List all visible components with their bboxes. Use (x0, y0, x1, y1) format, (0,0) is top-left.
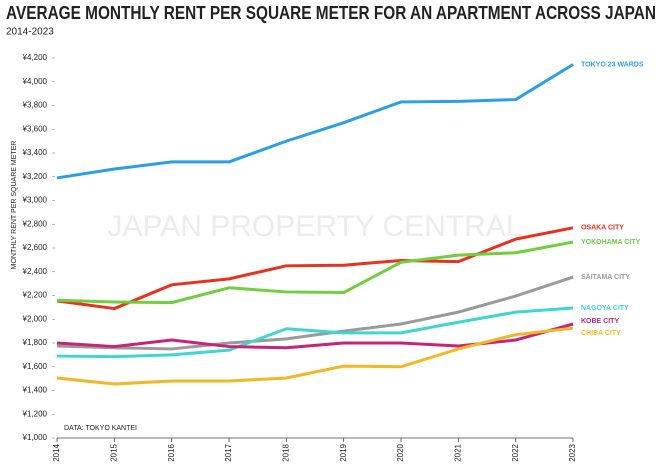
y-tick-label: ¥3,400 (22, 148, 48, 157)
x-tick-label: 2018 (281, 443, 290, 461)
y-tick-label: ¥1,600 (22, 362, 48, 371)
x-tick-label: 2016 (167, 443, 176, 461)
line-series (56, 306, 574, 359)
series-label: SAITAMA CITY (581, 274, 630, 281)
line-series (56, 63, 574, 180)
y-tick-label: ¥3,000 (22, 196, 48, 205)
y-tick-label: ¥1,200 (22, 409, 48, 418)
x-tick-label: 2019 (339, 443, 348, 461)
y-tick-label: ¥1,000 (22, 433, 48, 442)
line-series (56, 226, 574, 311)
y-tick-label: ¥3,600 (22, 124, 48, 133)
x-tick-label: 2014 (52, 443, 61, 461)
series-label: YOKOHAMA CITY (581, 239, 641, 246)
y-tick-label: ¥4,200 (22, 53, 48, 62)
chart-title: AVERAGE MONTHLY RENT PER SQUARE METER FO… (6, 3, 656, 23)
y-tick-label: ¥2,800 (22, 219, 48, 228)
source: DATA: TOKYO KANTEI (64, 425, 137, 432)
y-tick-label: ¥2,200 (22, 291, 48, 300)
y-tick-label: ¥2,600 (22, 243, 48, 252)
series-label: NAGOYA CITY (581, 305, 629, 312)
series-label: KOBE CITY (581, 318, 619, 325)
y-tick-label: ¥2,000 (22, 314, 48, 323)
x-tick-label: 2020 (396, 443, 405, 461)
line-series (56, 275, 574, 351)
watermark: JAPAN PROPERTY CENTRAL (107, 210, 522, 243)
y-tick-label: ¥4,000 (22, 77, 48, 86)
line-series (56, 240, 574, 305)
y-tick-label: ¥1,400 (22, 386, 48, 395)
x-tick-label: 2023 (568, 443, 577, 461)
chart-subtitle: 2014-2023 (6, 27, 54, 38)
y-axis-label: MONTHLY RENT PER SQUARE METER (11, 141, 18, 270)
y-tick-label: ¥2,400 (22, 267, 48, 276)
line-series (56, 326, 574, 386)
y-tick-label: ¥3,800 (22, 101, 48, 110)
x-tick-label: 2022 (511, 443, 520, 461)
y-tick-label: ¥1,800 (22, 338, 48, 347)
series-label: TOKYO 23 WARDS (581, 61, 644, 68)
x-tick-label: 2021 (453, 443, 462, 461)
x-tick-label: 2015 (109, 443, 118, 461)
x-tick-label: 2017 (224, 443, 233, 461)
y-tick-label: ¥3,200 (22, 172, 48, 181)
series-label: OSAKA CITY (581, 225, 624, 232)
series-label: CHIBA CITY (581, 330, 621, 337)
